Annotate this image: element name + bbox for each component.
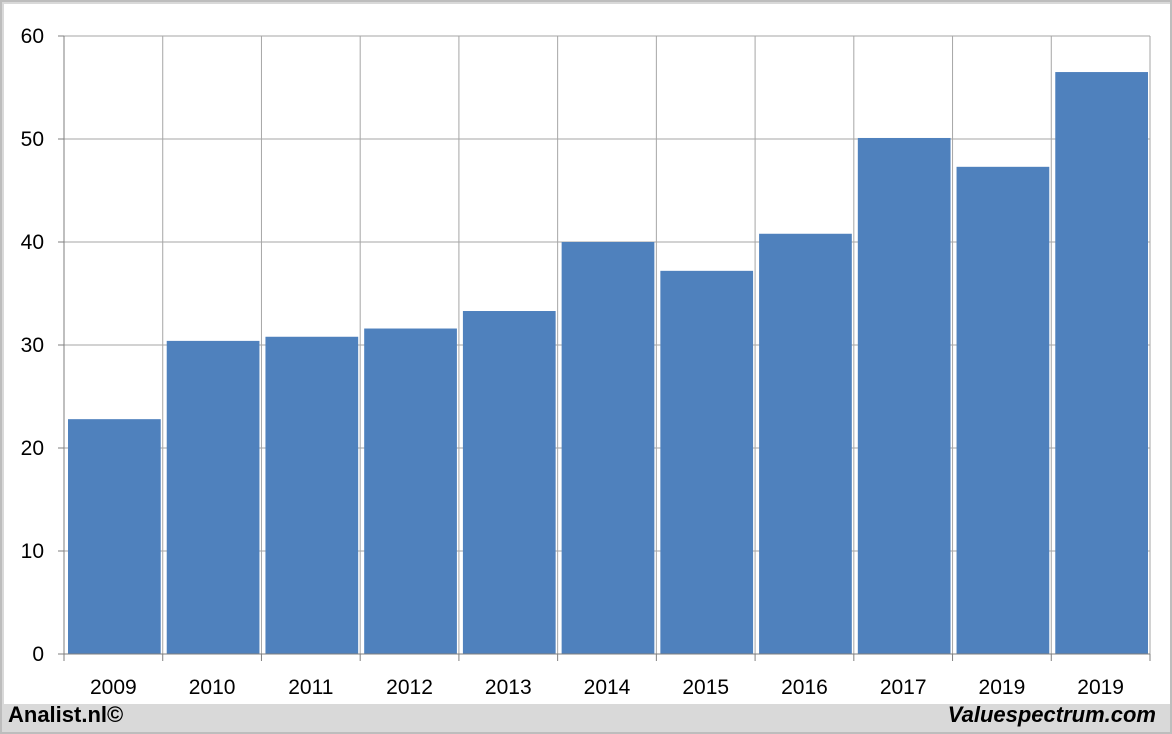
x-tick-label: 2019 [1077, 676, 1124, 699]
y-tick-label: 30 [21, 334, 44, 357]
bar-2012-3 [364, 328, 457, 654]
bar-2019-10 [1055, 72, 1148, 655]
x-tick-label: 2010 [189, 676, 236, 699]
bar-2015-6 [660, 270, 754, 654]
x-tick-label: 2017 [880, 676, 927, 699]
x-tick-label: 2009 [90, 676, 137, 699]
y-tick-label: 0 [32, 643, 44, 666]
x-tick-label: 2014 [584, 676, 631, 699]
x-tick-label: 2012 [386, 676, 433, 699]
bar-2017-8 [857, 137, 951, 655]
bar-2013-4 [462, 311, 556, 654]
axes [58, 35, 1151, 661]
y-tick-label: 50 [21, 128, 44, 151]
bar-2019-9 [956, 166, 1050, 654]
bars [68, 72, 1148, 655]
y-tick-label: 20 [21, 437, 44, 460]
x-tick-label: 2011 [288, 676, 333, 699]
footer-source-right: Valuespectrum.com [947, 702, 1156, 727]
y-tick-label: 10 [21, 540, 44, 563]
x-tick-labels: 2009 2010 2011 2012 2013 2014 2015 2016 2017 2019… [90, 676, 1124, 699]
bar-2014-5 [561, 242, 655, 654]
footer-source-left: Analist.nl© [8, 702, 124, 727]
x-tick-label: 2016 [781, 676, 828, 699]
y-tick-label: 60 [21, 25, 44, 48]
bar-2011-2 [265, 336, 359, 654]
bar-2009-0 [68, 419, 161, 654]
x-tick-label: 2015 [682, 676, 729, 699]
x-tick-label: 2013 [485, 676, 532, 699]
y-tick-label: 40 [21, 231, 44, 254]
gridlines [64, 35, 1151, 654]
plot-panel: 0 10 20 30 40 50 60 2009 2010 2011 2012 2013 2014 20… [4, 4, 1170, 704]
bar-2016-7 [759, 233, 852, 654]
x-tick-label: 2019 [979, 676, 1026, 699]
y-tick-labels: 0 10 20 30 40 50 60 [21, 25, 44, 666]
bar-2010-1 [166, 340, 260, 654]
